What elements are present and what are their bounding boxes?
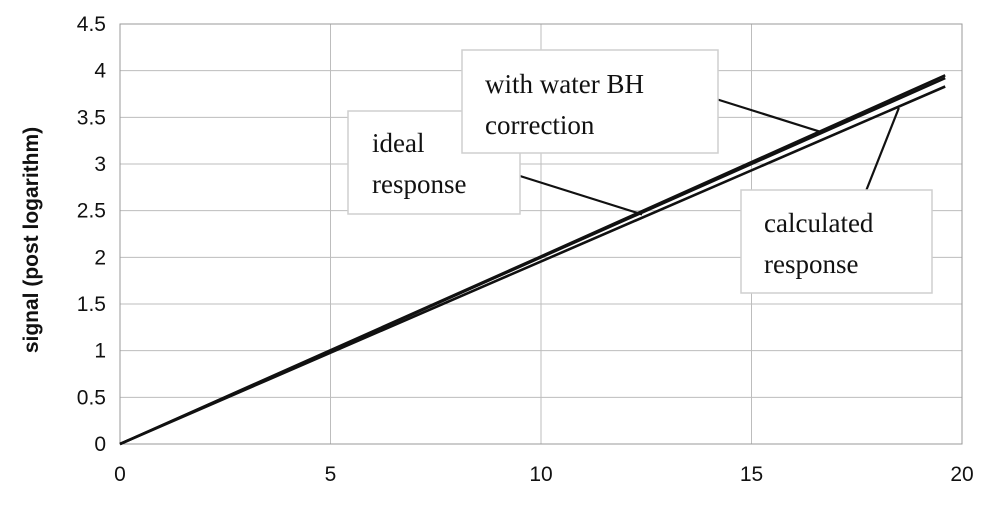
x-tick-label: 5	[325, 463, 337, 486]
y-tick-label: 4.5	[77, 13, 106, 36]
x-tick-label: 20	[950, 463, 973, 486]
y-axis-label: signal (post logarithm)	[20, 127, 43, 353]
callout-box-calc	[740, 189, 933, 294]
callout-text-ideal: response	[372, 169, 466, 199]
callout-text-water: correction	[485, 110, 595, 140]
y-tick-label: 3	[94, 153, 106, 176]
y-tick-label: 3.5	[77, 106, 106, 129]
x-tick-label: 15	[740, 463, 763, 486]
x-tick-label: 0	[114, 463, 126, 486]
callout-leader-water	[715, 97, 820, 133]
y-tick-label: 1	[94, 340, 106, 363]
callout-text-ideal: ideal	[372, 128, 424, 158]
series-lines	[119, 74, 946, 446]
series-line-1	[119, 74, 946, 446]
x-tick-label: 10	[529, 463, 552, 486]
tick-labels: 0 0.5 1 1.5 2 2.5 3 3.5 4 4.5 0 5 10 15 20	[77, 13, 974, 486]
callout-text-calc: calculated	[764, 208, 874, 238]
y-tick-label: 2.5	[77, 200, 106, 223]
y-tick-label: 2	[94, 246, 106, 269]
y-tick-label: 0	[94, 433, 106, 456]
y-tick-label: 4	[94, 60, 106, 83]
callout-leader-ideal	[519, 174, 643, 216]
series-line-2	[119, 85, 946, 446]
plot-border	[119, 23, 963, 445]
callout-leader-calc	[864, 107, 900, 192]
callouts: ideal response with water BH correction calc…	[347, 49, 933, 294]
callout-text-calc: response	[764, 249, 858, 279]
callout-box-water	[461, 49, 719, 154]
callout-text-water: with water BH	[485, 69, 644, 99]
y-tick-label: 0.5	[77, 386, 106, 409]
y-tick-label: 1.5	[77, 293, 106, 316]
